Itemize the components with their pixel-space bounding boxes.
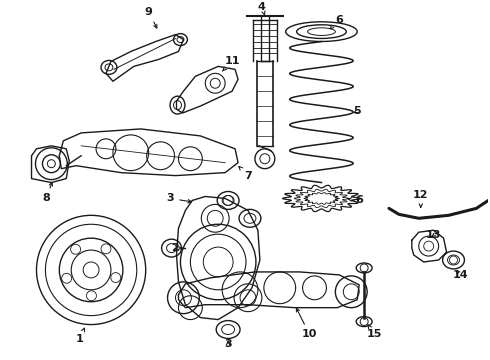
Text: 8: 8 — [43, 183, 52, 203]
Text: 3: 3 — [224, 339, 232, 350]
Text: 3: 3 — [167, 193, 192, 203]
Text: 15: 15 — [367, 324, 382, 339]
Text: 14: 14 — [453, 270, 468, 280]
Text: 4: 4 — [258, 2, 266, 15]
Text: 6: 6 — [330, 15, 343, 29]
Text: 5: 5 — [353, 106, 361, 116]
Text: 2: 2 — [172, 243, 182, 253]
Text: 7: 7 — [239, 167, 252, 181]
Text: 13: 13 — [426, 230, 441, 240]
Text: 6: 6 — [348, 195, 363, 206]
Text: 1: 1 — [75, 328, 85, 345]
Text: 12: 12 — [413, 190, 428, 207]
Text: 11: 11 — [222, 57, 240, 71]
Text: 9: 9 — [145, 7, 157, 28]
Text: 10: 10 — [296, 308, 317, 339]
